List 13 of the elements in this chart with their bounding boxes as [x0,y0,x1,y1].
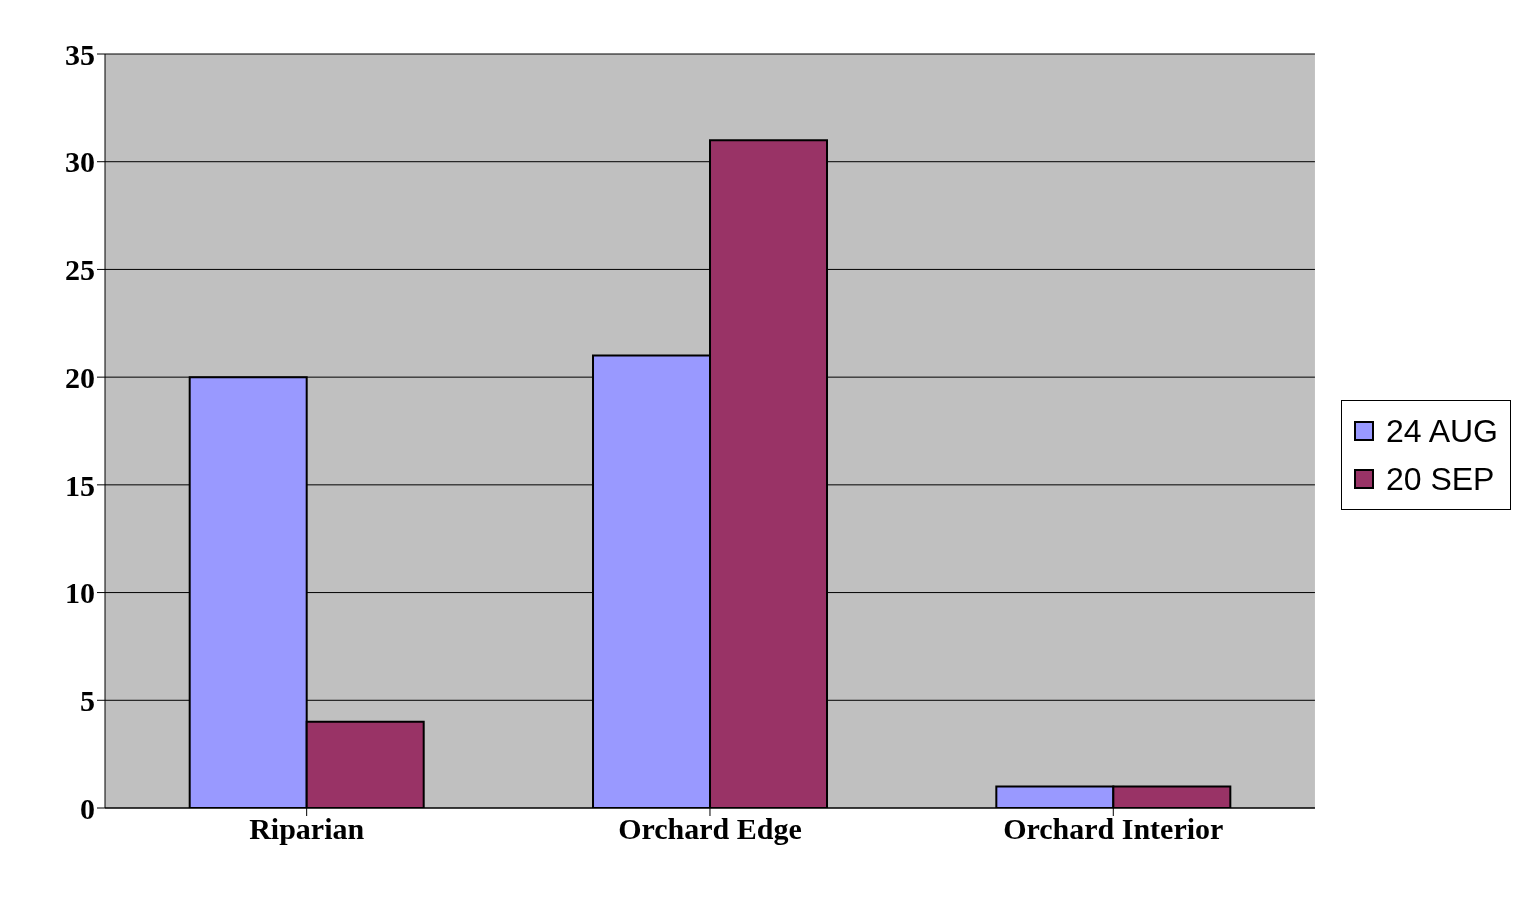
y-tick-label: 30 [65,145,95,179]
x-tick-label: Riparian [249,812,365,846]
y-tick-label: 35 [65,37,95,71]
x-tick-label: Orchard Edge [618,812,802,846]
y-tick-label: 10 [65,576,95,610]
legend-label: 20 SEP [1385,460,1495,498]
y-tick-label: 5 [80,683,95,717]
y-tick-label: 25 [65,253,95,287]
y-tick-label: 20 [65,360,95,394]
y-tick-label: 0 [80,791,95,825]
y-tick-label: 15 [65,468,95,502]
x-tick-label: Orchard Interior [1003,812,1224,846]
legend-label: 24 AUG [1385,412,1498,450]
